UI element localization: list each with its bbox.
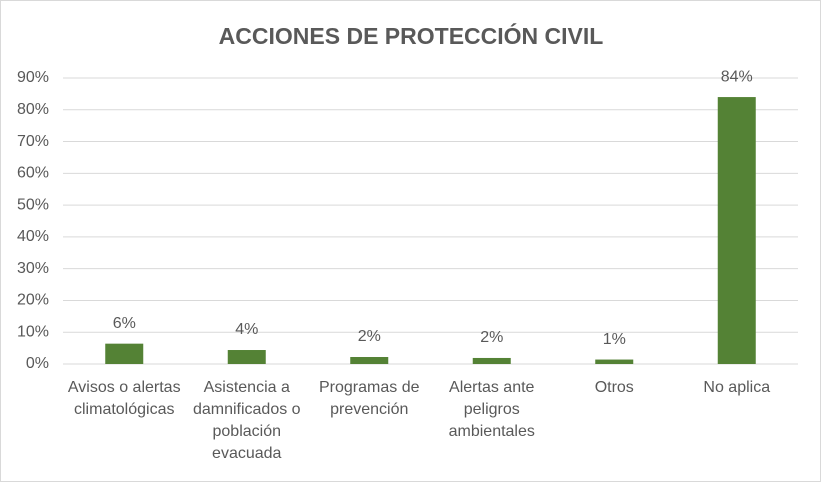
x-tick-label: Otros xyxy=(594,379,634,396)
y-tick-label: 50% xyxy=(17,196,49,213)
x-tick-label: No aplica xyxy=(703,379,771,396)
x-tick-label: Asistencia a damnificados o población ev… xyxy=(192,379,301,462)
y-tick-label: 70% xyxy=(17,133,49,150)
y-tick-label: 60% xyxy=(17,165,49,182)
x-tick-label: Avisos o alertas climatológicas xyxy=(67,379,181,418)
bar xyxy=(227,350,266,364)
y-tick-label: 80% xyxy=(17,101,49,118)
bar xyxy=(105,343,144,364)
y-tick-label: 10% xyxy=(17,323,49,340)
bar xyxy=(350,357,389,364)
value-label: 2% xyxy=(480,329,503,346)
y-tick-label: 90% xyxy=(17,69,49,86)
y-tick-label: 40% xyxy=(17,228,49,245)
y-tick-label: 0% xyxy=(26,355,49,372)
x-tick-label: Programas de prevención xyxy=(319,379,420,418)
chart-title: ACCIONES DE PROTECCIÓN CIVIL xyxy=(219,22,604,49)
value-label: 1% xyxy=(603,331,626,348)
bar xyxy=(595,359,634,364)
x-tick-label: Alertas ante peligros ambientales xyxy=(448,379,535,440)
value-label: 4% xyxy=(235,321,258,338)
value-label: 6% xyxy=(113,315,136,332)
y-tick-label: 30% xyxy=(17,260,49,277)
value-label: 2% xyxy=(358,328,381,345)
value-label: 84% xyxy=(721,68,753,85)
bar xyxy=(472,357,511,364)
bar xyxy=(717,97,756,365)
y-tick-label: 20% xyxy=(17,292,49,309)
